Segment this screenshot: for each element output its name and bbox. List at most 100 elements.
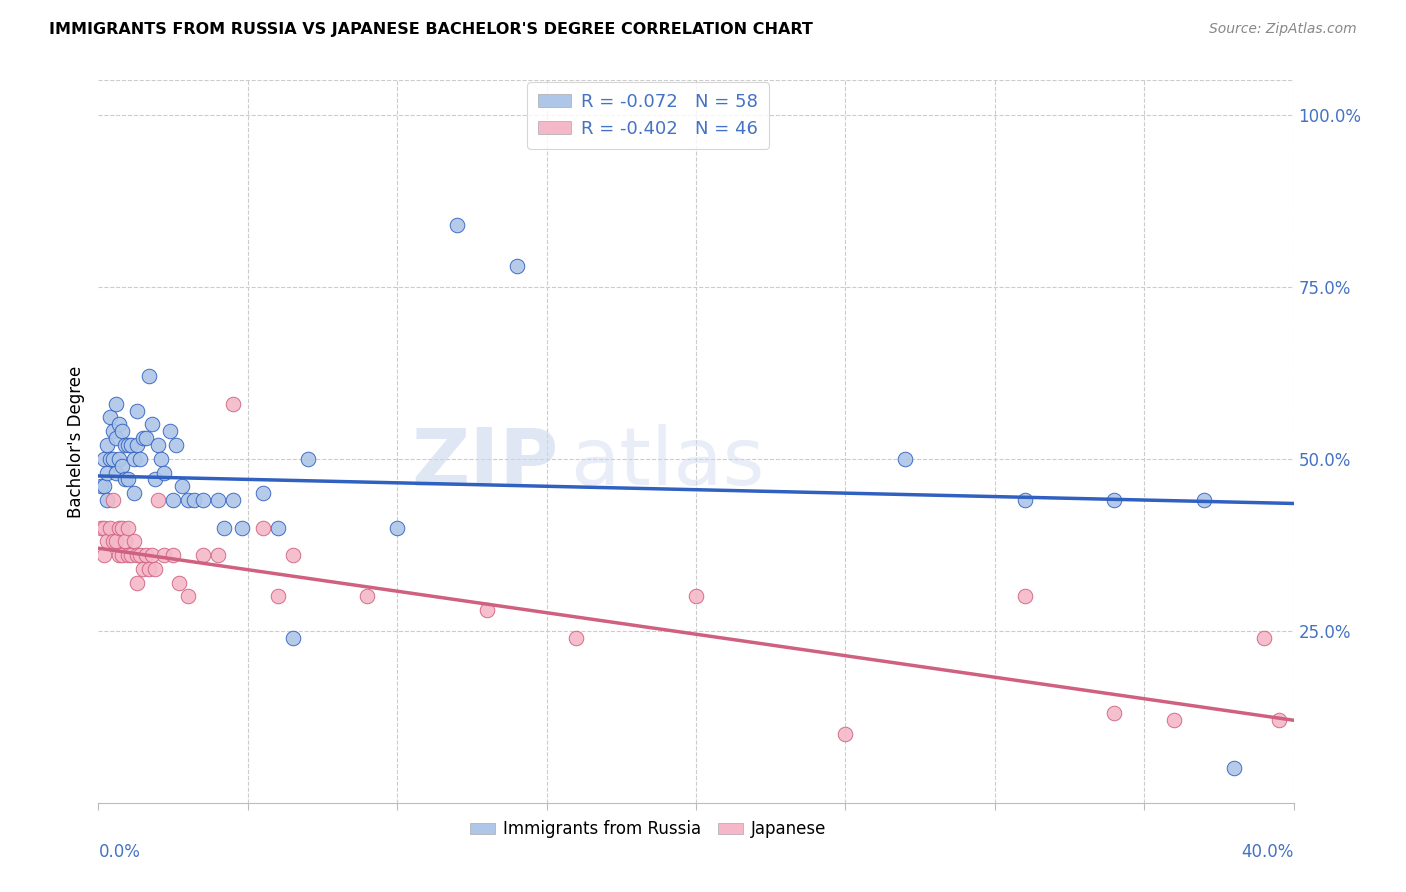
Point bbox=[98, 410, 122, 425]
Point bbox=[1014, 493, 1036, 508]
Point bbox=[93, 520, 115, 534]
Point bbox=[117, 438, 139, 452]
Point bbox=[148, 438, 170, 452]
Point bbox=[96, 534, 118, 549]
Point bbox=[135, 431, 157, 445]
Point bbox=[162, 493, 184, 508]
Point bbox=[127, 438, 149, 452]
Point bbox=[162, 548, 184, 562]
Point bbox=[111, 520, 134, 534]
Point bbox=[141, 548, 163, 562]
Point bbox=[111, 548, 134, 562]
Y-axis label: Bachelor's Degree: Bachelor's Degree bbox=[66, 366, 84, 517]
Point bbox=[96, 493, 118, 508]
Point bbox=[103, 424, 125, 438]
Point bbox=[114, 472, 136, 486]
Point bbox=[167, 575, 190, 590]
Point bbox=[114, 438, 136, 452]
Point bbox=[105, 534, 128, 549]
Point bbox=[177, 590, 200, 604]
Point bbox=[150, 451, 173, 466]
Point bbox=[1192, 493, 1215, 508]
Point bbox=[105, 431, 128, 445]
Point bbox=[267, 520, 290, 534]
Point bbox=[103, 534, 125, 549]
Point bbox=[127, 575, 149, 590]
Point bbox=[281, 548, 304, 562]
Point bbox=[138, 369, 160, 384]
Point bbox=[132, 562, 155, 576]
Point bbox=[98, 451, 122, 466]
Point bbox=[90, 520, 112, 534]
Point bbox=[127, 548, 149, 562]
Point bbox=[117, 520, 139, 534]
Point bbox=[96, 438, 118, 452]
Text: ZIP: ZIP bbox=[412, 425, 558, 502]
Point bbox=[93, 479, 115, 493]
Point bbox=[1267, 713, 1289, 727]
Point bbox=[222, 397, 245, 411]
Point bbox=[103, 451, 125, 466]
Point bbox=[105, 466, 128, 480]
Point bbox=[231, 520, 253, 534]
Point bbox=[1253, 631, 1275, 645]
Point bbox=[90, 479, 112, 493]
Point bbox=[212, 520, 235, 534]
Point bbox=[93, 548, 115, 562]
Point bbox=[685, 590, 707, 604]
Text: Source: ZipAtlas.com: Source: ZipAtlas.com bbox=[1209, 22, 1357, 37]
Point bbox=[506, 259, 529, 273]
Point bbox=[475, 603, 498, 617]
Point bbox=[127, 403, 149, 417]
Point bbox=[207, 493, 229, 508]
Point bbox=[565, 631, 588, 645]
Point bbox=[1014, 590, 1036, 604]
Point bbox=[103, 493, 125, 508]
Point bbox=[148, 493, 170, 508]
Text: IMMIGRANTS FROM RUSSIA VS JAPANESE BACHELOR'S DEGREE CORRELATION CHART: IMMIGRANTS FROM RUSSIA VS JAPANESE BACHE… bbox=[49, 22, 813, 37]
Point bbox=[153, 548, 176, 562]
Point bbox=[385, 520, 409, 534]
Point bbox=[138, 562, 160, 576]
Point bbox=[98, 520, 122, 534]
Point bbox=[165, 438, 187, 452]
Point bbox=[172, 479, 194, 493]
Point bbox=[141, 417, 163, 432]
Point bbox=[120, 438, 142, 452]
Point bbox=[96, 466, 118, 480]
Point bbox=[93, 451, 115, 466]
Point bbox=[446, 218, 468, 232]
Point bbox=[281, 631, 304, 645]
Point bbox=[267, 590, 290, 604]
Point bbox=[894, 451, 917, 466]
Point bbox=[124, 451, 146, 466]
Point bbox=[120, 548, 142, 562]
Point bbox=[1104, 493, 1126, 508]
Point bbox=[111, 424, 134, 438]
Point bbox=[129, 451, 152, 466]
Point bbox=[1104, 706, 1126, 721]
Point bbox=[117, 548, 139, 562]
Point bbox=[1163, 713, 1185, 727]
Point bbox=[129, 548, 152, 562]
Point bbox=[191, 493, 214, 508]
Point bbox=[834, 727, 856, 741]
Point bbox=[105, 397, 128, 411]
Text: 0.0%: 0.0% bbox=[98, 843, 141, 861]
Point bbox=[252, 520, 274, 534]
Point bbox=[124, 486, 146, 500]
Point bbox=[183, 493, 205, 508]
Point bbox=[117, 472, 139, 486]
Point bbox=[252, 486, 274, 500]
Point bbox=[114, 534, 136, 549]
Point bbox=[111, 458, 134, 473]
Point bbox=[108, 520, 131, 534]
Text: 40.0%: 40.0% bbox=[1241, 843, 1294, 861]
Point bbox=[153, 466, 176, 480]
Point bbox=[159, 424, 181, 438]
Point bbox=[191, 548, 214, 562]
Point bbox=[108, 417, 131, 432]
Point bbox=[108, 548, 131, 562]
Point bbox=[124, 534, 146, 549]
Text: atlas: atlas bbox=[571, 425, 765, 502]
